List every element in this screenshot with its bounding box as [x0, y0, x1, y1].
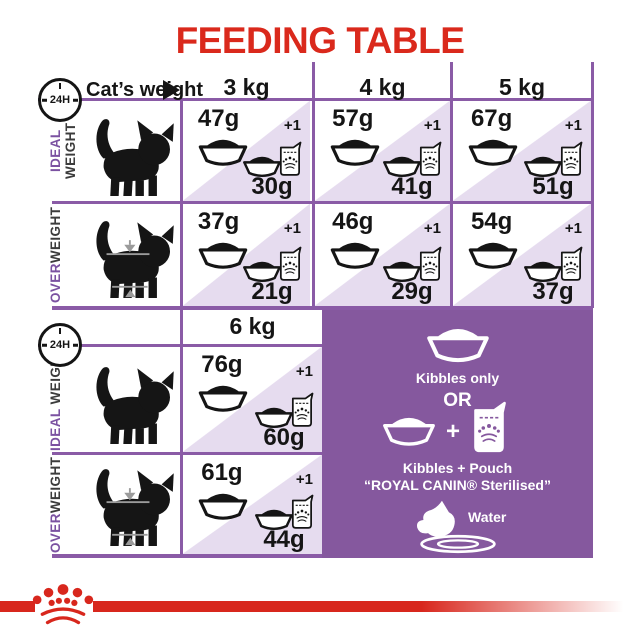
food-bowl-icon	[378, 411, 440, 450]
column-header-5kg: 5 kg	[498, 74, 546, 100]
divider	[450, 62, 453, 308]
table-cell: 76g +1 60g	[183, 347, 322, 452]
food-bowl-icon	[326, 133, 384, 170]
plus-one-label: +1	[423, 220, 441, 237]
plus-one-label: +1	[295, 471, 313, 488]
right-triangle-icon	[163, 80, 180, 100]
row-label-overweight: OVERWEIGHT	[48, 456, 63, 553]
table-cell: 46g +1 29g	[315, 204, 450, 306]
plus-one-label: +1	[283, 220, 301, 237]
product-name-label: “ROYAL CANIN® Sterilised”	[364, 477, 551, 493]
clock-24h-icon: 24H	[38, 323, 82, 367]
kibbles-amount: 37g	[197, 208, 240, 235]
table-cell: 47g +1 30g	[183, 101, 310, 201]
column-header-3kg: 3 kg	[223, 74, 270, 100]
plus-one-label: +1	[564, 220, 582, 237]
column-header-4kg: 4 kg	[359, 74, 406, 100]
kibbles-amount: 46g	[332, 208, 374, 235]
mixed-amount: 37g	[532, 278, 574, 305]
kibbles-amount: 47g	[197, 105, 240, 132]
divider	[591, 62, 594, 308]
or-label: OR	[443, 390, 472, 411]
plus-one-label: +1	[283, 117, 301, 134]
kibbles-amount: 57g	[332, 105, 374, 132]
mixed-amount: 30g	[251, 173, 293, 200]
food-bowl-icon	[464, 236, 522, 273]
cat-silhouette-overweight	[78, 462, 178, 546]
divider	[38, 344, 325, 347]
cat-silhouette-overweight	[78, 214, 178, 298]
column-header-6kg: 6 kg	[229, 313, 276, 339]
kibbles-pouch-label: Kibbles + Pouch	[402, 460, 513, 476]
food-bowl-icon	[464, 133, 522, 170]
kibbles-only-label: Kibbles only	[415, 370, 500, 386]
cat-silhouette	[78, 112, 178, 196]
food-bowl-icon	[194, 379, 252, 416]
royal-canin-crown-logo	[32, 580, 94, 632]
mixed-amount: 29g	[391, 278, 433, 305]
divider	[52, 452, 325, 455]
divider	[52, 201, 593, 204]
clock-label: 24H	[49, 94, 71, 106]
mixed-amount: 51g	[532, 173, 574, 200]
page-title: FEEDING TABLE	[175, 20, 465, 61]
footer-red-band	[93, 601, 640, 612]
table-cell: 37g +1 21g	[183, 204, 310, 306]
kibbles-amount: 54g	[470, 208, 513, 235]
table-cell: 61g +1 44g	[183, 455, 322, 554]
clock-label: 24H	[49, 339, 71, 351]
table-cell: 54g +1 37g	[453, 204, 591, 306]
pouch-icon	[469, 400, 509, 454]
mixed-amount: 60g	[263, 424, 305, 451]
food-bowl-icon	[420, 321, 496, 367]
clock-24h-icon: 24H	[38, 78, 82, 122]
divider	[312, 62, 315, 308]
kibbles-amount: 76g	[201, 351, 243, 378]
feeding-options-panel: Kibbles only OR + Kibbles + Pouch “ROYAL…	[322, 310, 593, 558]
kibbles-amount: 67g	[470, 105, 513, 132]
divider	[180, 310, 183, 558]
mixed-amount: 21g	[251, 278, 293, 305]
mixed-amount: 41g	[391, 173, 433, 200]
mixed-amount: 44g	[263, 526, 305, 553]
cat-silhouette	[78, 360, 178, 444]
plus-sign: +	[446, 418, 461, 445]
table-cell: 67g +1 51g	[453, 101, 591, 201]
table-cell: 57g +1 41g	[315, 101, 450, 201]
plus-one-label: +1	[423, 117, 441, 134]
food-bowl-icon	[326, 236, 384, 273]
plus-one-label: +1	[564, 117, 582, 134]
row-label-overweight: OVERWEIGHT	[48, 206, 63, 304]
footer-red-band	[0, 601, 35, 612]
divider	[52, 306, 593, 310]
water-label: Water	[468, 509, 507, 525]
divider	[38, 98, 593, 101]
plus-one-label: +1	[295, 363, 313, 380]
kibbles-amount: 61g	[201, 459, 243, 486]
water-ripple-icon	[416, 534, 500, 554]
divider	[52, 554, 325, 558]
food-bowl-icon	[194, 487, 252, 524]
